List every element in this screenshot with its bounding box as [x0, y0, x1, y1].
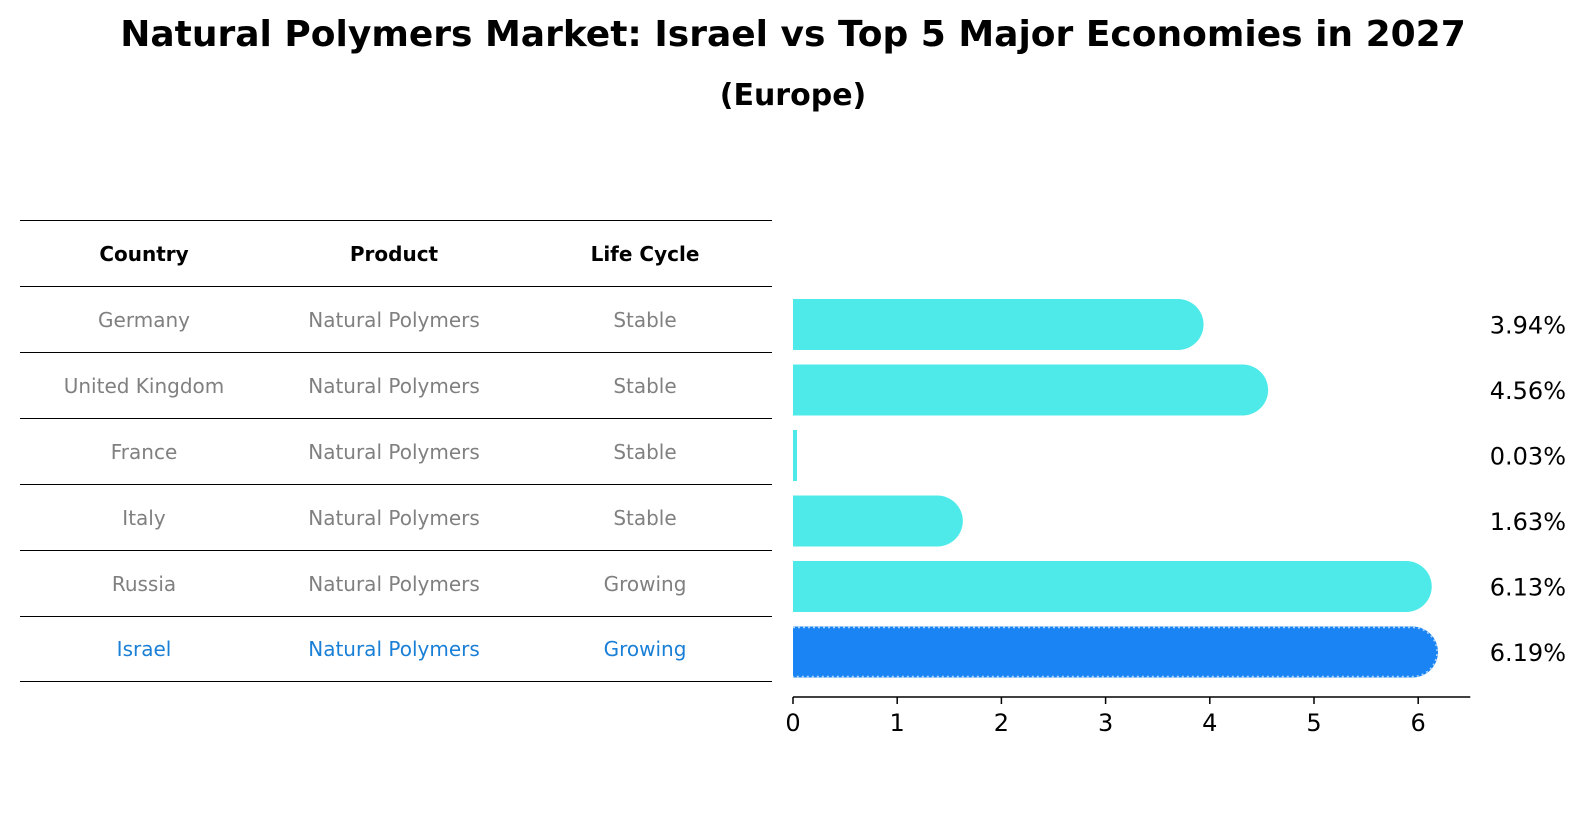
product-cell: Natural Polymers — [308, 571, 480, 596]
country-cell: United Kingdom — [63, 373, 225, 398]
header-life-cycle: Life Cycle — [590, 241, 700, 266]
chart-subtitle: (Europe) — [719, 78, 867, 113]
x-tick-label: 1 — [890, 709, 905, 737]
x-tick-label: 2 — [994, 709, 1009, 737]
bar-germany — [793, 299, 1204, 350]
product-cell: Natural Polymers — [308, 439, 480, 464]
table-row: Russia Natural Polymers Growing — [20, 550, 772, 616]
value-label-germany: 3.94% — [1490, 312, 1566, 340]
bar-highlight-outline — [793, 626, 1438, 678]
x-tick-label: 3 — [1098, 709, 1113, 737]
table-row: France Natural Polymers Stable — [20, 418, 772, 484]
value-label-russia: 6.13% — [1490, 574, 1566, 602]
value-label-italy: 1.63% — [1490, 508, 1566, 536]
country-cell: Germany — [98, 307, 190, 332]
product-cell: Natural Polymers — [308, 373, 480, 398]
header-product: Product — [349, 241, 439, 266]
life-cycle-cell: Growing — [603, 571, 687, 596]
product-cell: Natural Polymers — [308, 505, 480, 530]
bar-france — [793, 430, 797, 481]
table-row: United Kingdom Natural Polymers Stable — [20, 352, 772, 418]
x-tick-label: 4 — [1202, 709, 1217, 737]
bar-italy — [793, 495, 963, 547]
country-cell: Italy — [122, 505, 166, 530]
table-row-highlight: Israel Natural Polymers Growing — [20, 616, 772, 682]
x-tick-label: 5 — [1306, 709, 1321, 737]
life-cycle-cell: Stable — [613, 439, 677, 464]
bar-israel — [793, 626, 1438, 678]
life-cycle-cell: Stable — [613, 505, 677, 530]
bar-united-kingdom — [793, 364, 1269, 416]
table-row: Italy Natural Polymers Stable — [20, 484, 772, 550]
country-cell: Russia — [111, 571, 177, 596]
value-label-united-kingdom: 4.56% — [1490, 377, 1566, 405]
product-cell: Natural Polymers — [308, 307, 480, 332]
life-cycle-cell: Stable — [613, 373, 677, 398]
table-header-row: Country Product Life Cycle — [20, 220, 772, 286]
x-tick-label: 6 — [1411, 709, 1426, 737]
life-cycle-cell: Stable — [613, 307, 677, 332]
value-label-france: 0.03% — [1490, 443, 1566, 471]
country-cell: Israel — [116, 637, 172, 661]
x-tick-label: 0 — [785, 709, 800, 737]
country-cell: France — [110, 439, 178, 464]
life-cycle-cell: Growing — [603, 637, 687, 661]
market-table: Country Product Life Cycle Germany Natur… — [20, 220, 772, 682]
value-label-israel: 6.19% — [1490, 639, 1566, 667]
header-country: Country — [99, 241, 189, 266]
chart-title: Natural Polymers Market: Israel vs Top 5… — [120, 14, 1466, 55]
bar-russia — [793, 561, 1432, 612]
product-cell: Natural Polymers — [308, 637, 480, 661]
table-row: Germany Natural Polymers Stable — [20, 286, 772, 352]
